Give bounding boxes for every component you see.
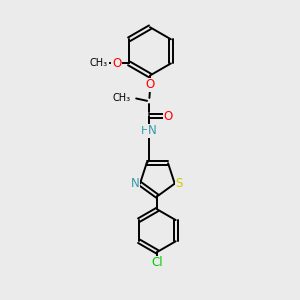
Text: O: O <box>112 57 121 70</box>
Text: N: N <box>131 176 140 190</box>
Text: N: N <box>148 124 156 137</box>
Text: CH₃: CH₃ <box>112 94 130 103</box>
Text: O: O <box>146 78 154 92</box>
Text: O: O <box>163 110 172 123</box>
Text: H: H <box>140 126 149 136</box>
Text: Cl: Cl <box>152 256 163 269</box>
Text: CH₃: CH₃ <box>90 58 108 68</box>
Text: S: S <box>176 177 183 190</box>
